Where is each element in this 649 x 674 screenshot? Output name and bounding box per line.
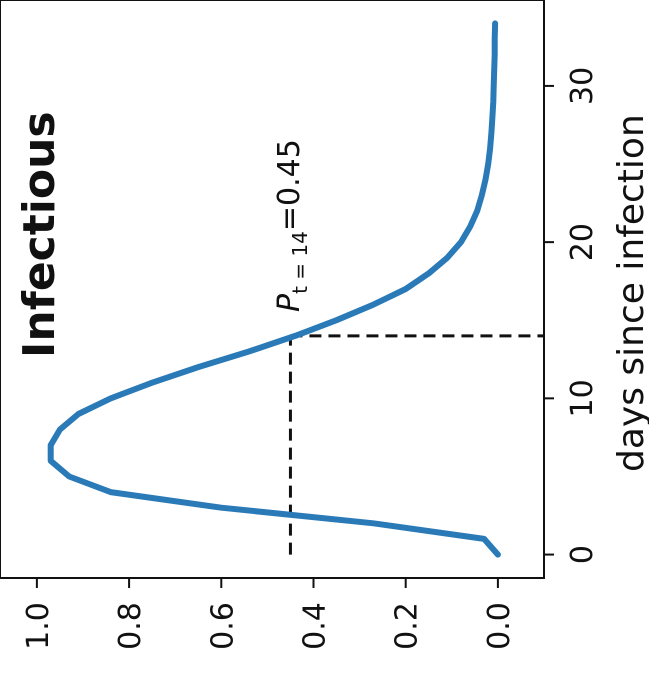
- plot-frame: [0, 0, 545, 579]
- y-tick-label: 0.4: [297, 602, 332, 650]
- y-tick-label: 0.0: [482, 602, 517, 650]
- y-tick-label: 1.0: [21, 602, 56, 650]
- y-axis-ticks: 0.0 0.2 0.4 0.6 0.8 1.0: [21, 578, 517, 650]
- x-tick-label: 10: [565, 379, 600, 417]
- annotation-label: Pt = 14=0.45: [272, 139, 312, 312]
- series-line: [47, 20, 501, 558]
- reference-lines: [288, 334, 544, 555]
- x-axis-ticks: 0 10 20 30: [544, 67, 600, 564]
- x-tick-label: 20: [565, 223, 600, 261]
- x-axis-label: days since infection: [611, 114, 649, 472]
- y-tick-label: 0.8: [113, 602, 148, 650]
- y-tick-label: 0.2: [390, 602, 425, 650]
- panel-title: Infectious: [14, 111, 65, 358]
- x-tick-label: 30: [565, 67, 600, 105]
- x-tick-label: 0: [565, 545, 600, 564]
- y-tick-label: 0.6: [205, 602, 240, 650]
